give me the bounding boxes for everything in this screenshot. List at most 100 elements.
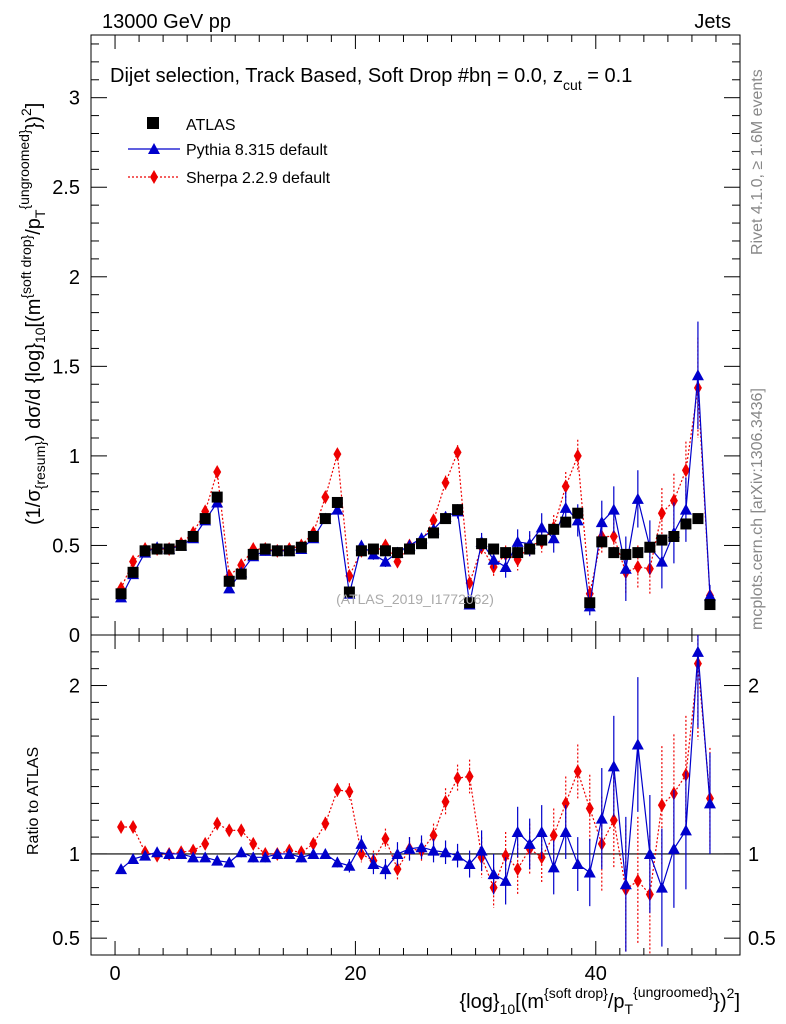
ylabel-part: [(m bbox=[23, 299, 45, 328]
sherpa-ratio-point bbox=[585, 801, 594, 816]
pythia-ratio-point bbox=[511, 826, 524, 838]
pythia-ratio-point bbox=[211, 854, 224, 866]
rivet-label: Rivet 4.1.0, ≥ 1.6M events bbox=[749, 69, 766, 255]
plot-title-tail: = 0.1 bbox=[582, 65, 633, 87]
pythia-ratio-point bbox=[499, 874, 512, 886]
pythia-ratio-point bbox=[259, 851, 272, 863]
ylabel-part: }) bbox=[23, 116, 45, 129]
atlas-main-point bbox=[644, 541, 656, 553]
sherpa-ratio-point bbox=[225, 823, 234, 838]
ylabel-part: (1/σ bbox=[23, 489, 45, 525]
main-y-axis-label: (1/σ{resum}) dσ/d {log}10[(m{soft drop}/… bbox=[16, 103, 48, 525]
sherpa-main-point bbox=[429, 513, 438, 528]
atlas-main-point bbox=[211, 491, 223, 503]
atlas-main-point bbox=[488, 543, 500, 555]
atlas-main-point bbox=[536, 534, 548, 546]
pythia-main-point bbox=[559, 501, 572, 513]
atlas-main-point bbox=[548, 523, 560, 535]
sherpa-main-point bbox=[441, 475, 450, 490]
x-tick-label: 20 bbox=[344, 963, 366, 985]
pythia-ratio-line bbox=[120, 651, 711, 890]
sherpa-ratio-point bbox=[201, 836, 210, 851]
sherpa-ratio-point bbox=[609, 813, 618, 828]
atlas-main-point bbox=[391, 547, 403, 559]
ylabel-sup: 2 bbox=[18, 108, 34, 116]
pythia-ratio-point bbox=[355, 837, 368, 849]
legend-atlas-marker bbox=[147, 117, 159, 129]
atlas-main-point bbox=[524, 543, 536, 555]
atlas-main-point bbox=[139, 545, 151, 557]
sherpa-ratio-point bbox=[441, 794, 450, 809]
atlas-main-point bbox=[355, 545, 367, 557]
xlabel-part: }) bbox=[713, 991, 726, 1013]
sherpa-ratio-point bbox=[453, 771, 462, 786]
atlas-main-point bbox=[379, 545, 391, 557]
ratio-y-axis-label: Ratio to ATLAS bbox=[25, 747, 42, 855]
sherpa-ratio-point bbox=[465, 769, 474, 784]
ylabel-sub: T bbox=[32, 209, 48, 218]
atlas-main-point bbox=[343, 586, 355, 598]
xlabel-sup: 2 bbox=[727, 985, 735, 1001]
pythia-main-point bbox=[535, 521, 548, 533]
ratio-y-tick-label: 0.5 bbox=[52, 928, 80, 950]
sherpa-ratio-point bbox=[333, 782, 342, 797]
pythia-ratio-point bbox=[643, 847, 656, 859]
atlas-main-point bbox=[416, 538, 428, 550]
pythia-ratio-point bbox=[379, 863, 392, 875]
ylabel-part: ) dσ/d {log} bbox=[23, 343, 45, 441]
pythia-main-point bbox=[331, 503, 344, 515]
pythia-ratio-point bbox=[703, 797, 716, 809]
atlas-main-point bbox=[560, 516, 572, 528]
ratio-axes: 0 20 40 0.5 0.5 1 1 2 2 bbox=[52, 635, 776, 985]
pythia-ratio-point bbox=[139, 849, 152, 861]
sherpa-ratio-point bbox=[549, 828, 558, 843]
pythia-ratio-point bbox=[319, 847, 332, 859]
pythia-ratio-point bbox=[295, 851, 308, 863]
pythia-ratio-point bbox=[175, 847, 188, 859]
ylabel-part: ] bbox=[23, 103, 45, 109]
legend-atlas-label: ATLAS bbox=[186, 117, 236, 134]
pythia-ratio-point bbox=[391, 847, 404, 859]
pythia-ratio-point bbox=[619, 878, 632, 890]
atlas-main-point bbox=[584, 597, 596, 609]
xlabel-part: [(m bbox=[515, 991, 544, 1013]
sherpa-ratio-point bbox=[357, 846, 366, 861]
atlas-main-point bbox=[223, 575, 235, 587]
pythia-ratio-point bbox=[547, 861, 560, 873]
atlas-main-point bbox=[572, 507, 584, 519]
legend: ATLAS Pythia 8.315 default Sherpa 2.2.9 … bbox=[128, 117, 331, 187]
pythia-main-point bbox=[655, 555, 668, 567]
atlas-main-point bbox=[632, 547, 644, 559]
ratio-y-tick-label-right: 1 bbox=[748, 844, 759, 866]
main-y-tick-label: 2.5 bbox=[52, 177, 80, 199]
plot-title-suffix: η = 0.0, z bbox=[480, 65, 563, 87]
atlas-main-point bbox=[283, 545, 295, 557]
sherpa-ratio-point bbox=[381, 831, 390, 846]
sherpa-main-point bbox=[609, 529, 618, 544]
plot-title-sub: cut bbox=[563, 77, 582, 93]
atlas-main-point bbox=[319, 513, 331, 525]
pythia-ratio-point bbox=[631, 738, 644, 750]
x-tick-label: 40 bbox=[585, 963, 607, 985]
pythia-ratio-point bbox=[463, 858, 476, 870]
ylabel-sup: {ungroomed} bbox=[16, 129, 32, 210]
sherpa-ratio-point bbox=[249, 836, 258, 851]
main-y-tick-label: 2 bbox=[69, 267, 80, 289]
sherpa-main-line bbox=[120, 387, 711, 596]
pythia-ratio-point bbox=[583, 866, 596, 878]
atlas-main-point bbox=[464, 597, 476, 609]
atlas-main-point bbox=[428, 527, 440, 539]
sherpa-ratio-point bbox=[321, 816, 330, 831]
atlas-main-point bbox=[476, 538, 488, 550]
atlas-main-point bbox=[235, 568, 247, 580]
pythia-main-point bbox=[607, 503, 620, 515]
pythia-main-point bbox=[223, 582, 236, 594]
main-y-tick-label: 0.5 bbox=[52, 535, 80, 557]
atlas-main-point bbox=[512, 547, 524, 559]
xlabel-sub: 10 bbox=[500, 1001, 516, 1017]
pythia-ratio-point bbox=[247, 851, 260, 863]
main-y-tick-label: 1.5 bbox=[52, 356, 80, 378]
pythia-main-point bbox=[619, 562, 632, 574]
sherpa-ratio-point bbox=[657, 798, 666, 813]
atlas-main-point bbox=[620, 548, 632, 560]
